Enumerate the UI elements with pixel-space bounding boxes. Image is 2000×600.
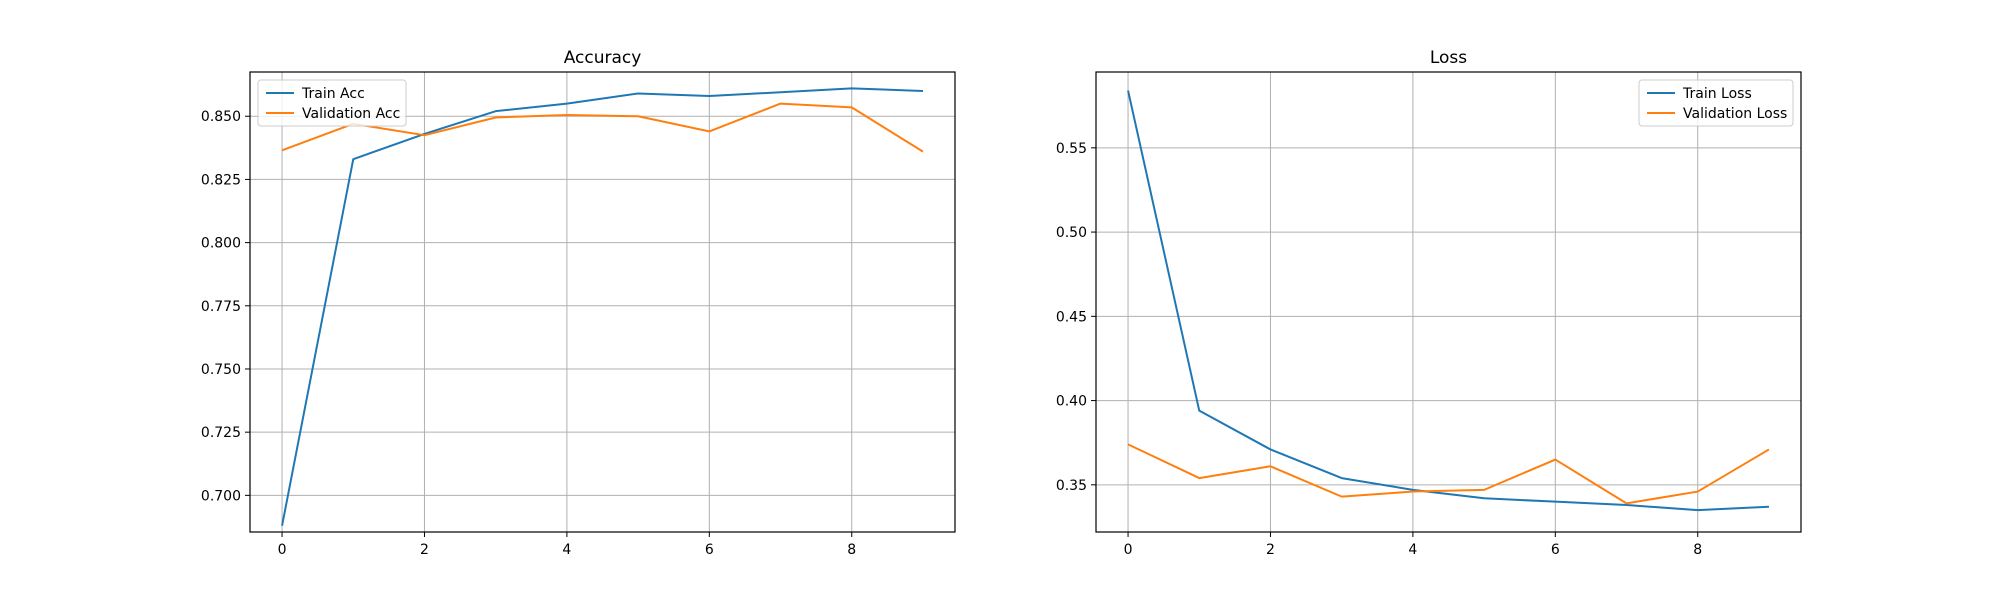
y-tick-label: 0.725 — [201, 425, 241, 441]
x-tick-label: 0 — [1124, 542, 1133, 558]
y-tick-label: 0.825 — [201, 172, 241, 188]
y-tick-label: 0.40 — [1056, 394, 1087, 410]
y-tick-label: 0.50 — [1056, 225, 1087, 241]
x-tick-label: 8 — [1693, 542, 1702, 558]
y-tick-label: 0.750 — [201, 362, 241, 378]
legend: Train Acc Validation Acc — [257, 79, 407, 127]
subplot-1: 0 2 4 6 8 0.35 0.40 0.45 0.50 0.55 Loss Train Loss V… — [1056, 48, 1802, 558]
series-line-0 — [1127, 90, 1769, 512]
series-line-0 — [281, 87, 923, 526]
legend-box — [257, 79, 407, 127]
x-tick-label: 2 — [420, 542, 429, 558]
axes-frame — [249, 71, 956, 533]
y-tick-label: 0.700 — [201, 488, 241, 504]
legend-label: Validation Acc — [302, 106, 400, 122]
series-line-1 — [1127, 443, 1770, 505]
axes-frame — [1095, 71, 1802, 533]
x-tick-label: 6 — [705, 542, 714, 558]
x-tick-label: 2 — [1266, 542, 1275, 558]
x-tick-label: 8 — [847, 542, 856, 558]
y-tick-label: 0.55 — [1056, 141, 1087, 157]
chart-title: Accuracy — [564, 48, 642, 68]
y-tick-label: 0.775 — [201, 299, 241, 315]
legend-box — [1638, 79, 1794, 127]
legend-label: Validation Loss — [1683, 106, 1787, 122]
y-tick-label: 0.850 — [201, 109, 241, 125]
legend-label: Train Acc — [301, 86, 365, 102]
legend: Train Loss Validation Loss — [1638, 79, 1794, 127]
subplot-0: 0 2 4 6 8 0.700 0.725 0.750 0.775 0.800 0.825 0.850… — [201, 48, 956, 558]
series-line-1 — [281, 102, 924, 153]
y-tick-label: 0.800 — [201, 236, 241, 252]
chart-title: Loss — [1430, 48, 1467, 68]
y-tick-label: 0.45 — [1056, 309, 1087, 325]
x-tick-label: 0 — [278, 542, 287, 558]
x-tick-label: 4 — [1408, 542, 1417, 558]
legend-label: Train Loss — [1682, 86, 1752, 102]
x-tick-label: 4 — [562, 542, 571, 558]
y-tick-label: 0.35 — [1056, 478, 1087, 494]
x-tick-label: 6 — [1551, 542, 1560, 558]
